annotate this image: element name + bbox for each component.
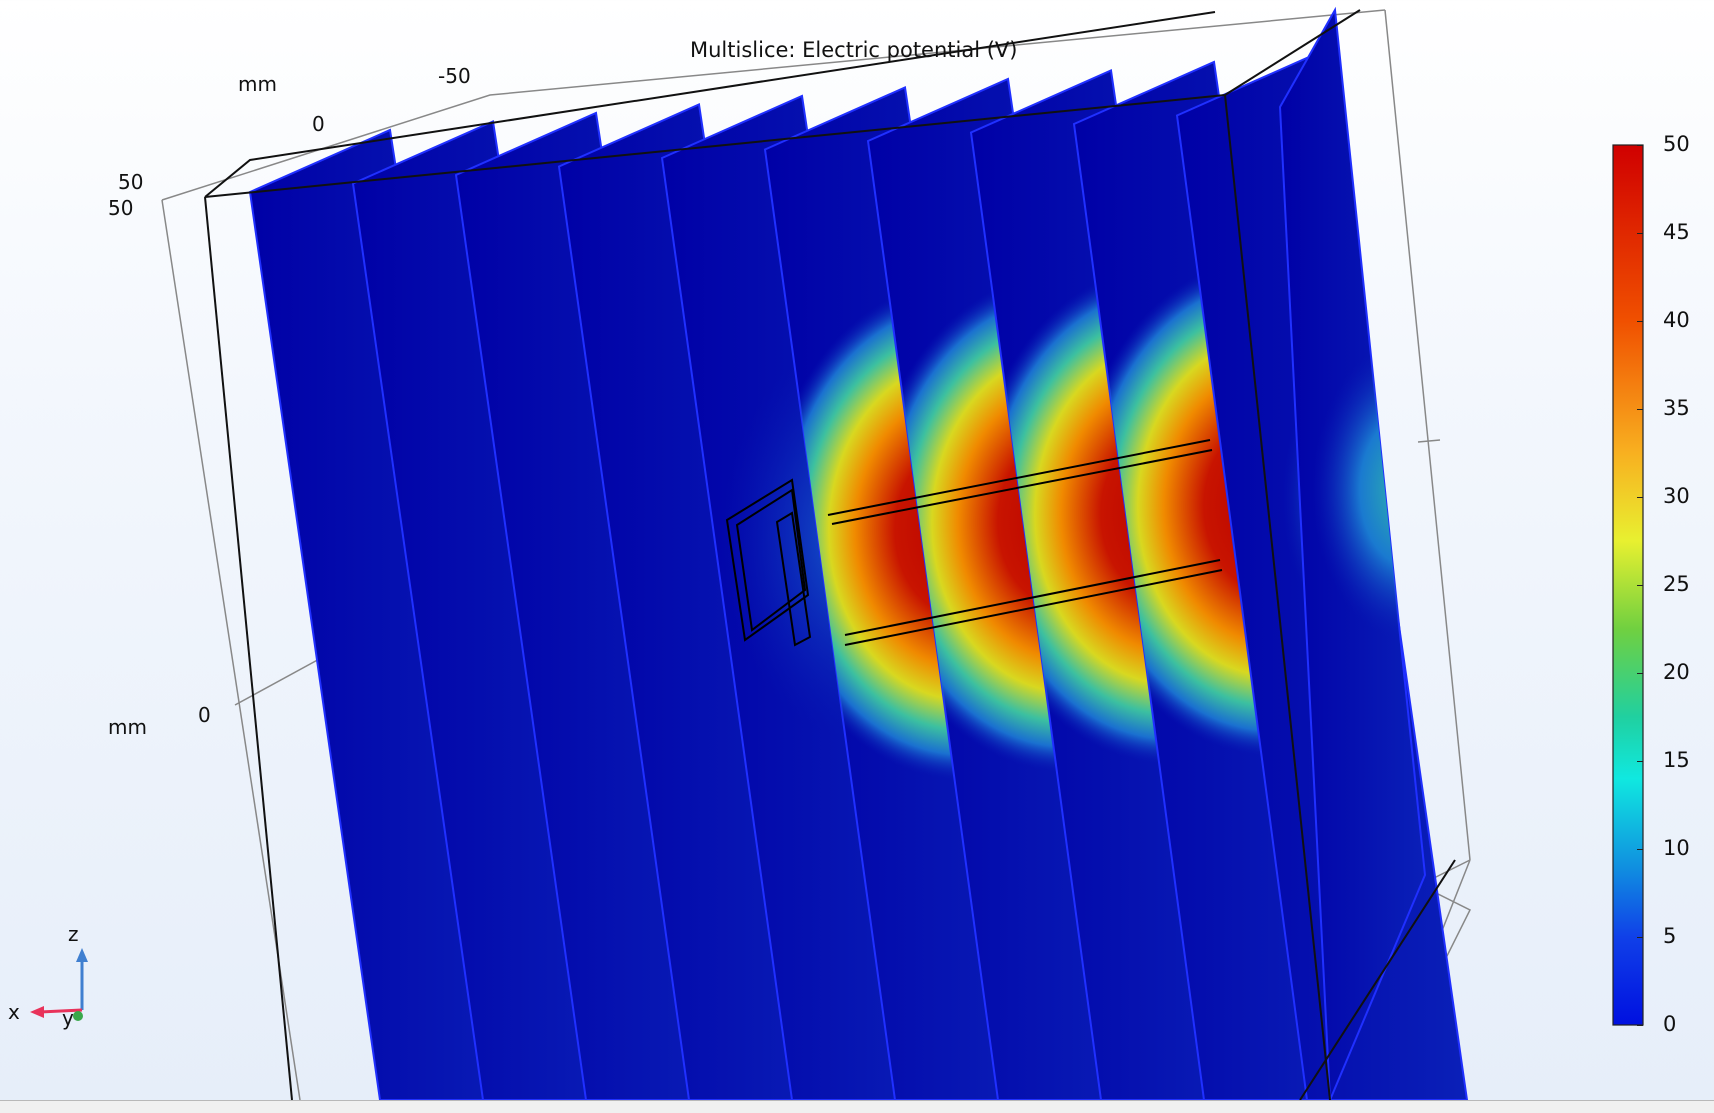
axis-tick-top: -50 <box>438 64 471 88</box>
colorbar-tick-mark <box>1637 585 1643 586</box>
potential-field <box>1312 340 1425 640</box>
colorbar-tick-label: 5 <box>1663 924 1677 948</box>
colorbar-tick-mark <box>1637 1025 1643 1026</box>
plot-title: Multislice: Electric potential (V) <box>690 38 1018 62</box>
colorbar-tick-label: 10 <box>1663 836 1690 860</box>
colorbar-tick-mark <box>1637 849 1643 850</box>
colorbar-tick-label: 35 <box>1663 396 1690 420</box>
colorbar-tick-mark <box>1637 233 1643 234</box>
colorbar-tick-mark <box>1637 409 1643 410</box>
triad-y-label: y <box>62 1006 74 1030</box>
colorbar-tick-label: 25 <box>1663 572 1690 596</box>
axis-triad <box>30 948 88 1021</box>
colorbar-tick-label: 20 <box>1663 660 1690 684</box>
status-bar <box>0 1100 1714 1113</box>
axis-unit-left: mm <box>108 715 147 739</box>
colorbar-tick-mark <box>1637 937 1643 938</box>
triad-z-label: z <box>68 922 79 946</box>
colorbar-tick-mark <box>1637 673 1643 674</box>
colorbar-tick-mark <box>1637 321 1643 322</box>
colorbar-tick-label: 15 <box>1663 748 1690 772</box>
axis-unit-top: mm <box>238 72 277 96</box>
colorbar-tick-mark <box>1637 145 1643 146</box>
slice-planes <box>248 6 1469 1100</box>
colorbar-tick-label: 30 <box>1663 484 1690 508</box>
colorbar-tick-label: 45 <box>1663 220 1690 244</box>
colorbar-tick-label: 40 <box>1663 308 1690 332</box>
colorbar-tick-label: 0 <box>1663 1012 1677 1036</box>
bounding-box-front <box>204 9 1456 1100</box>
colorbar-tick-mark <box>1637 761 1643 762</box>
conductor-wireframe <box>725 439 1223 647</box>
triad-x-label: x <box>8 1000 20 1024</box>
axis-tick-zero-top: 0 <box>312 112 325 136</box>
axis-tick-zero-side: 0 <box>198 703 211 727</box>
axis-tick-corner-b: 50 <box>108 196 134 220</box>
axis-tick-corner-a: 50 <box>118 170 144 194</box>
colorbar-tick-label: 50 <box>1663 132 1690 156</box>
colorbar-tick-mark <box>1637 497 1643 498</box>
